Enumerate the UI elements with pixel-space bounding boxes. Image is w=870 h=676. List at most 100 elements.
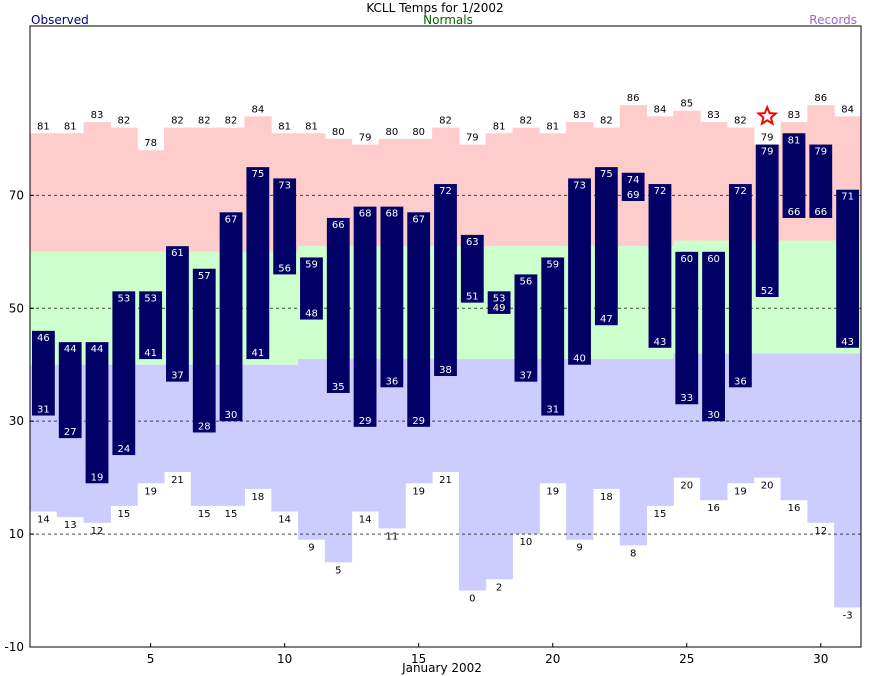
record-low-label: 12 — [91, 526, 104, 537]
record-high-label: 82 — [225, 116, 238, 127]
observed-low-label: 24 — [117, 444, 130, 455]
record-low-band — [834, 353, 862, 608]
observed-high-label: 75 — [251, 169, 264, 180]
observed-bar — [166, 246, 189, 382]
record-low-label: 8 — [630, 548, 636, 559]
record-high-band — [512, 127, 540, 247]
observed-low-label: 33 — [680, 393, 693, 404]
y-tick-label: -10 — [4, 640, 24, 654]
record-low-band — [432, 359, 460, 472]
observed-high-label: 53 — [493, 293, 506, 304]
observed-bar — [380, 206, 404, 388]
record-high-label: 81 — [493, 121, 506, 132]
record-low-label: 10 — [520, 537, 533, 548]
record-high-band — [700, 121, 728, 241]
record-low-band — [512, 359, 540, 535]
observed-high-label: 67 — [225, 214, 238, 225]
observed-high-label: 73 — [573, 180, 586, 191]
record-low-label: -3 — [843, 610, 853, 621]
record-low-band — [753, 353, 782, 478]
data-labels-layer: 4631811444278113441983125324821553417819… — [37, 93, 854, 621]
record-low-label: 15 — [117, 509, 130, 520]
observed-bar — [782, 133, 806, 218]
normal-band — [619, 246, 648, 360]
record-high-label: 86 — [627, 93, 640, 104]
record-low-label: 16 — [788, 503, 801, 514]
record-low-label: 19 — [144, 486, 157, 497]
record-high-band — [539, 133, 567, 247]
observed-low-label: 29 — [412, 416, 425, 427]
observed-high-label: 72 — [654, 186, 667, 197]
observed-high-label: 56 — [520, 276, 533, 287]
observed-bar — [85, 342, 109, 484]
observed-high-label: 79 — [814, 147, 827, 158]
record-low-label: 20 — [761, 481, 774, 492]
y-tick-label: 70 — [9, 188, 24, 202]
record-high-label: 79 — [359, 133, 372, 144]
record-high-label: 80 — [412, 127, 425, 138]
record-high-label: 82 — [520, 116, 533, 127]
record-high-label: 82 — [171, 116, 184, 127]
observed-low-label: 52 — [761, 286, 774, 297]
record-low-band — [137, 364, 165, 484]
record-high-band — [673, 110, 701, 241]
legend-records: Records — [809, 13, 857, 27]
observed-high-label: 61 — [171, 248, 184, 259]
observed-low-label: 35 — [332, 382, 345, 393]
record-high-label: 80 — [386, 127, 399, 138]
record-low-label: 16 — [707, 503, 720, 514]
record-low-band — [646, 359, 674, 506]
observed-high-label: 72 — [439, 186, 452, 197]
normal-band — [780, 240, 808, 354]
observed-bar — [326, 217, 350, 393]
observed-high-label: 60 — [707, 254, 720, 265]
x-axis-label: January 2002 — [401, 661, 482, 675]
observed-high-label: 53 — [144, 293, 157, 304]
observed-high-label: 53 — [117, 293, 130, 304]
plot-frame — [29, 25, 862, 648]
observed-high-label: 59 — [305, 259, 318, 270]
record-high-label: 81 — [37, 121, 50, 132]
observed-bar — [139, 291, 163, 360]
record-high-label: 81 — [278, 121, 291, 132]
observed-high-label: 57 — [198, 271, 211, 282]
observed-bar — [514, 274, 538, 382]
y-tick-label: 30 — [9, 414, 24, 428]
chart-title: KCLL Temps for 1/2002 — [366, 1, 503, 15]
observed-bar — [460, 234, 484, 303]
legend-observed: Observed — [31, 13, 89, 27]
observed-low-label: 49 — [493, 303, 506, 314]
x-tick-label: 15 — [411, 652, 426, 666]
x-tick-label: 30 — [813, 652, 828, 666]
observed-high-label: 66 — [332, 220, 345, 231]
record-low-band — [807, 353, 835, 523]
observed-bar — [568, 178, 591, 365]
observed-bar — [621, 172, 645, 202]
record-low-label: 19 — [412, 486, 425, 497]
observed-bar — [675, 251, 699, 405]
record-high-label: 82 — [198, 116, 211, 127]
observed-bar — [300, 257, 323, 320]
observed-low-label: 28 — [198, 421, 211, 432]
normal-band — [807, 240, 835, 354]
observed-low-label: 29 — [359, 416, 372, 427]
record-high-label: 85 — [680, 99, 693, 110]
observed-high-label: 44 — [64, 344, 77, 355]
record-high-label: 79 — [466, 133, 479, 144]
x-tick-label: 10 — [277, 652, 292, 666]
observed-low-label: 43 — [654, 337, 667, 348]
record-low-label: 19 — [546, 486, 559, 497]
record-low-label: 14 — [278, 515, 291, 526]
observed-low-label: 66 — [788, 207, 801, 218]
observed-high-label: 71 — [841, 192, 854, 203]
record-high-label: 82 — [600, 116, 613, 127]
record-high-band — [137, 150, 165, 252]
observed-high-label: 44 — [91, 344, 104, 355]
observed-low-label: 40 — [573, 354, 586, 365]
record-high-band — [164, 127, 192, 252]
x-tick-label: 20 — [545, 652, 560, 666]
record-high-label: 82 — [439, 116, 452, 127]
record-high-label: 83 — [788, 110, 801, 121]
observed-low-label: 69 — [627, 190, 640, 201]
